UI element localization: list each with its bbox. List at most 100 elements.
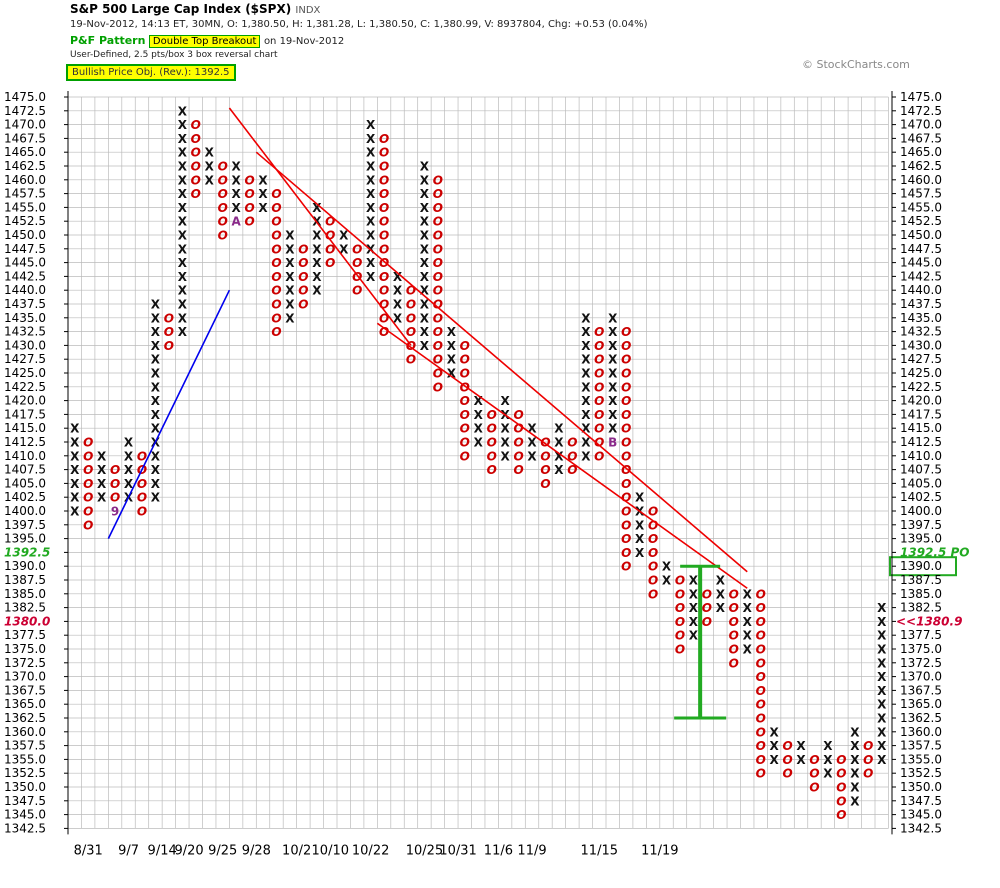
x-box: X	[366, 256, 376, 270]
o-box: O	[433, 353, 443, 367]
o-box: O	[621, 367, 631, 381]
o-box: O	[271, 325, 281, 339]
x-box: X	[581, 449, 591, 463]
y-tick-label-right: 1345.0	[900, 808, 942, 822]
o-box: O	[83, 449, 93, 463]
o-box: O	[809, 753, 819, 767]
o-box: O	[379, 201, 389, 215]
y-tick-label-left: 1447.5	[4, 242, 46, 256]
o-box: O	[325, 229, 335, 243]
o-box: O	[191, 146, 201, 160]
y-tick-label-right: 1415.0	[900, 421, 942, 435]
o-box: O	[594, 422, 604, 436]
o-box: O	[756, 698, 766, 712]
x-box: X	[716, 574, 726, 588]
x-box: X	[312, 256, 322, 270]
o-box: O	[379, 187, 389, 201]
o-box: 9	[111, 505, 119, 519]
o-box: O	[675, 629, 685, 643]
x-box: X	[581, 436, 591, 450]
o-box: O	[648, 574, 658, 588]
x-box: X	[151, 298, 161, 312]
y-tick-label-left: 1462.5	[4, 159, 46, 173]
y-tick-label-left: 1402.5	[4, 490, 46, 504]
o-box: O	[487, 463, 497, 477]
o-box: O	[621, 394, 631, 408]
x-box: X	[151, 311, 161, 325]
o-box: O	[487, 408, 497, 422]
o-box: O	[675, 643, 685, 657]
o-box: O	[540, 463, 550, 477]
x-box: X	[366, 173, 376, 187]
y-tick-label-left: 1457.5	[4, 187, 46, 201]
x-box: X	[366, 187, 376, 201]
o-box: O	[433, 215, 443, 229]
x-box: X	[716, 587, 726, 601]
y-tick-label-right: 1385.0	[900, 587, 942, 601]
y-tick-label-left: 1455.0	[4, 200, 46, 214]
o-box: O	[271, 256, 281, 270]
y-tick-label-right: 1445.0	[900, 256, 942, 270]
o-box: O	[567, 436, 577, 450]
y-tick-label-left: 1387.5	[4, 573, 46, 587]
x-box: X	[769, 725, 779, 739]
x-box: X	[178, 132, 188, 146]
x-box: X	[151, 394, 161, 408]
o-box: O	[271, 215, 281, 229]
y-tick-label-left: 1372.5	[4, 656, 46, 670]
o-box: O	[756, 725, 766, 739]
y-tick-label-left: 1357.5	[4, 739, 46, 753]
y-tick-label-left: 1380.0	[4, 614, 50, 628]
x-box: X	[474, 408, 484, 422]
x-box: X	[393, 298, 403, 312]
o-box: O	[83, 518, 93, 532]
x-box: X	[823, 739, 833, 753]
x-box: X	[285, 256, 295, 270]
x-box: X	[339, 229, 349, 243]
y-tick-label-right: 1365.0	[900, 697, 942, 711]
x-box: X	[97, 491, 107, 505]
x-box: X	[500, 422, 510, 436]
o-box: O	[675, 574, 685, 588]
x-box: X	[420, 187, 430, 201]
o-box: O	[513, 449, 523, 463]
o-box: O	[83, 436, 93, 450]
x-box: X	[258, 187, 268, 201]
y-tick-label-left: 1427.5	[4, 352, 46, 366]
o-box: O	[702, 587, 712, 601]
o-box: O	[756, 684, 766, 698]
y-tick-label-left: 1435.0	[4, 311, 46, 325]
x-box: X	[554, 422, 564, 436]
y-tick-label-left: 1437.5	[4, 297, 46, 311]
o-box: O	[83, 491, 93, 505]
x-box: X	[850, 794, 860, 808]
o-box: O	[218, 201, 228, 215]
box-info: User-Defined, 2.5 pts/box 3 box reversal…	[70, 50, 278, 60]
x-box: X	[393, 284, 403, 298]
y-tick-label-left: 1347.5	[4, 794, 46, 808]
o-box: O	[433, 284, 443, 298]
o-box: O	[379, 284, 389, 298]
x-box: X	[662, 560, 672, 574]
x-box: X	[877, 601, 887, 615]
o-box: O	[621, 477, 631, 491]
x-box: X	[420, 229, 430, 243]
x-box: X	[877, 712, 887, 726]
o-box: O	[487, 449, 497, 463]
o-box: O	[406, 339, 416, 353]
x-box: X	[151, 339, 161, 353]
o-box: O	[433, 339, 443, 353]
y-tick-label-left: 1467.5	[4, 131, 46, 145]
x-box: X	[474, 436, 484, 450]
y-tick-label-left: 1452.5	[4, 214, 46, 228]
pattern-badge[interactable]: Double Top Breakout	[148, 35, 261, 48]
x-box: X	[635, 491, 645, 505]
y-tick-label-right: 1440.0	[900, 283, 942, 297]
x-box: X	[70, 463, 80, 477]
y-tick-label-right: 1450.0	[900, 228, 942, 242]
chart-title: S&P 500 Large Cap Index ($SPX) INDX	[70, 2, 648, 16]
annotations	[674, 556, 957, 720]
y-tick-label-right: 1427.5	[900, 352, 942, 366]
bullish-objective-badge[interactable]: Bullish Price Obj. (Rev.): 1392.5	[66, 64, 236, 81]
x-box: A	[231, 215, 241, 229]
